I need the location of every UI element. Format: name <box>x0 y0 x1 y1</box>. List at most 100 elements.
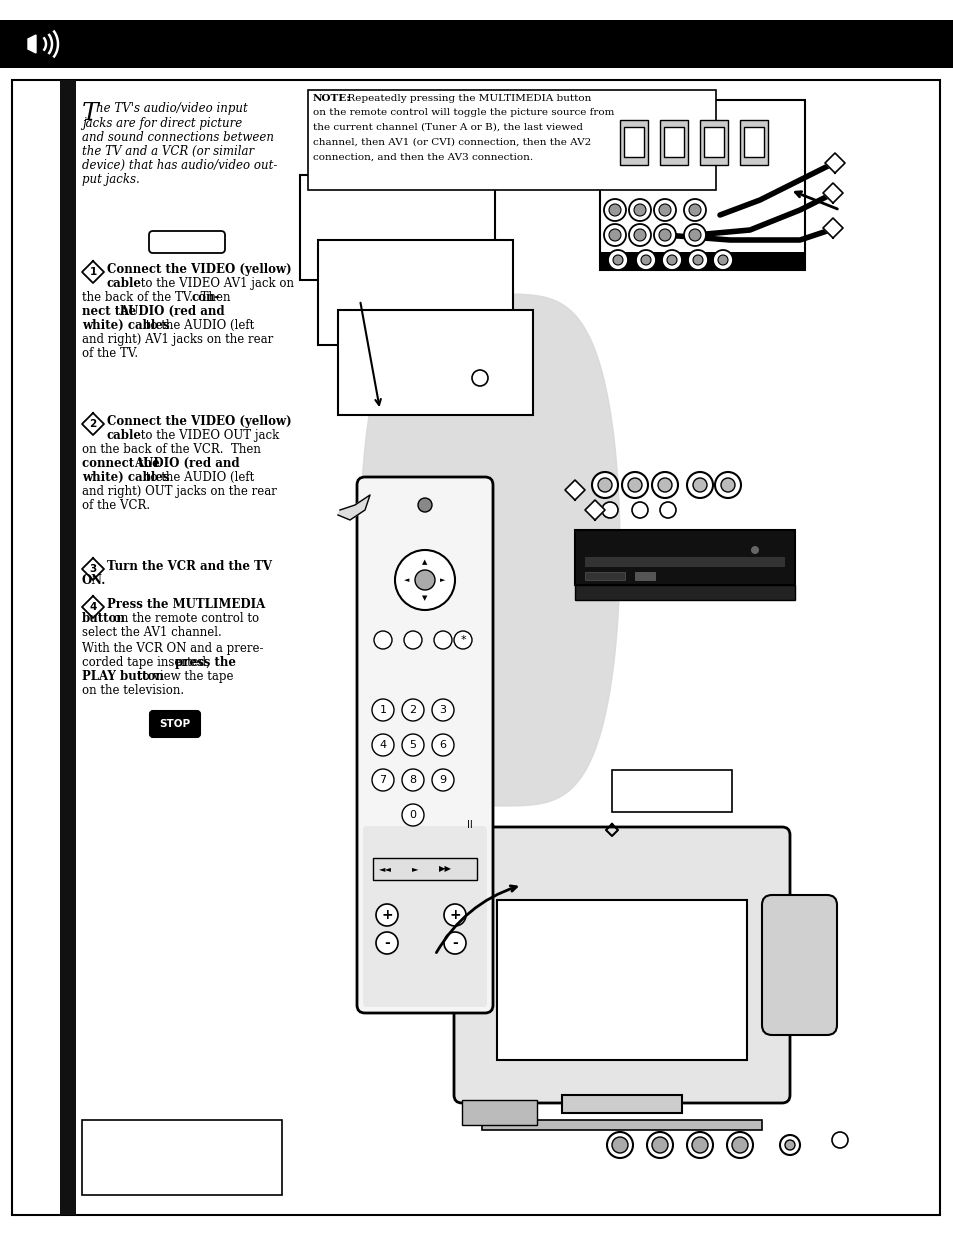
Circle shape <box>598 478 612 492</box>
Bar <box>299 175 495 280</box>
Text: white) cables: white) cables <box>82 471 170 484</box>
Text: the TV and a VCR (or similar: the TV and a VCR (or similar <box>82 144 253 158</box>
Circle shape <box>688 228 700 241</box>
Circle shape <box>654 199 676 221</box>
Circle shape <box>415 571 435 590</box>
Circle shape <box>831 1132 847 1149</box>
Bar <box>740 120 767 165</box>
Circle shape <box>634 204 645 216</box>
Text: STOP: STOP <box>159 719 191 729</box>
Circle shape <box>687 249 707 270</box>
Text: corded tape inserted,: corded tape inserted, <box>82 656 213 669</box>
Bar <box>700 120 727 165</box>
Text: 1: 1 <box>90 267 96 277</box>
Circle shape <box>654 224 676 246</box>
Circle shape <box>372 769 394 790</box>
FancyBboxPatch shape <box>454 827 789 1103</box>
Text: Press the MUTLIMEDIA: Press the MUTLIMEDIA <box>107 598 265 611</box>
Circle shape <box>372 734 394 756</box>
Text: ON.: ON. <box>82 574 107 587</box>
Bar <box>337 310 533 415</box>
Text: on the television.: on the television. <box>82 684 184 697</box>
Circle shape <box>688 204 700 216</box>
Circle shape <box>661 249 681 270</box>
Bar <box>0 20 953 68</box>
Circle shape <box>592 472 618 498</box>
Text: and right) OUT jacks on the rear: and right) OUT jacks on the rear <box>82 485 276 498</box>
Bar <box>663 127 683 157</box>
Text: 3: 3 <box>90 564 96 574</box>
Circle shape <box>714 472 740 498</box>
Text: to view the tape: to view the tape <box>133 671 233 683</box>
Polygon shape <box>82 261 104 283</box>
Bar <box>561 1095 681 1113</box>
Bar <box>743 127 763 157</box>
Circle shape <box>401 804 423 826</box>
Circle shape <box>606 1132 633 1158</box>
Text: -: - <box>452 936 457 950</box>
Bar <box>612 769 731 811</box>
Text: +: + <box>381 908 393 923</box>
Text: on the remote control to: on the remote control to <box>110 613 259 625</box>
Circle shape <box>395 550 455 610</box>
Bar <box>308 90 716 190</box>
Text: ◄: ◄ <box>404 577 409 583</box>
Circle shape <box>659 228 670 241</box>
Circle shape <box>712 249 732 270</box>
Text: cable: cable <box>107 277 142 290</box>
Circle shape <box>401 699 423 721</box>
Circle shape <box>612 1137 627 1153</box>
Text: 4: 4 <box>379 740 386 750</box>
Circle shape <box>686 1132 712 1158</box>
Text: AUDIO (red and: AUDIO (red and <box>133 457 239 471</box>
Circle shape <box>628 199 650 221</box>
Circle shape <box>432 734 454 756</box>
Text: select the AV1 channel.: select the AV1 channel. <box>82 626 221 638</box>
Polygon shape <box>822 219 842 238</box>
Circle shape <box>417 498 432 513</box>
Circle shape <box>640 254 650 266</box>
Circle shape <box>784 1140 794 1150</box>
Bar <box>497 900 746 1060</box>
Bar <box>584 572 624 580</box>
Bar <box>635 572 655 580</box>
Text: 4: 4 <box>90 601 96 613</box>
Circle shape <box>718 254 727 266</box>
Text: device) that has audio/video out-: device) that has audio/video out- <box>82 159 277 172</box>
Text: T: T <box>82 103 98 125</box>
Circle shape <box>443 904 465 926</box>
Polygon shape <box>824 153 844 173</box>
Bar <box>659 120 687 165</box>
Text: ◄◄: ◄◄ <box>378 864 391 873</box>
Circle shape <box>454 631 472 650</box>
Text: -: - <box>384 936 390 950</box>
Text: 8: 8 <box>409 776 416 785</box>
Bar <box>373 858 476 881</box>
Text: Turn the VCR and the TV: Turn the VCR and the TV <box>107 559 272 573</box>
Text: 2: 2 <box>409 705 416 715</box>
Text: white) cables: white) cables <box>82 319 170 332</box>
Text: +: + <box>449 908 460 923</box>
Text: II: II <box>467 820 473 830</box>
Polygon shape <box>82 412 104 435</box>
Text: con-: con- <box>192 291 220 304</box>
Bar <box>623 127 643 157</box>
Text: to the VIDEO AV1 jack on: to the VIDEO AV1 jack on <box>137 277 294 290</box>
Circle shape <box>432 699 454 721</box>
Text: he TV's audio/video input: he TV's audio/video input <box>96 103 248 115</box>
Polygon shape <box>82 597 104 618</box>
Polygon shape <box>822 183 842 203</box>
Bar <box>619 120 647 165</box>
Circle shape <box>608 204 620 216</box>
FancyBboxPatch shape <box>149 231 225 253</box>
Text: Repeatedly pressing the MULTIMEDIA button: Repeatedly pressing the MULTIMEDIA butto… <box>340 94 591 103</box>
Text: ▲: ▲ <box>422 559 427 564</box>
Bar <box>584 557 784 567</box>
Text: 5: 5 <box>409 740 416 750</box>
Text: channel, then AV1 (or CVI) connection, then the AV2: channel, then AV1 (or CVI) connection, t… <box>313 138 591 147</box>
Text: PLAY button: PLAY button <box>82 671 164 683</box>
FancyBboxPatch shape <box>356 477 493 1013</box>
Circle shape <box>375 904 397 926</box>
Text: ▶▶: ▶▶ <box>438 864 451 873</box>
Text: to the AUDIO (left: to the AUDIO (left <box>142 471 254 484</box>
